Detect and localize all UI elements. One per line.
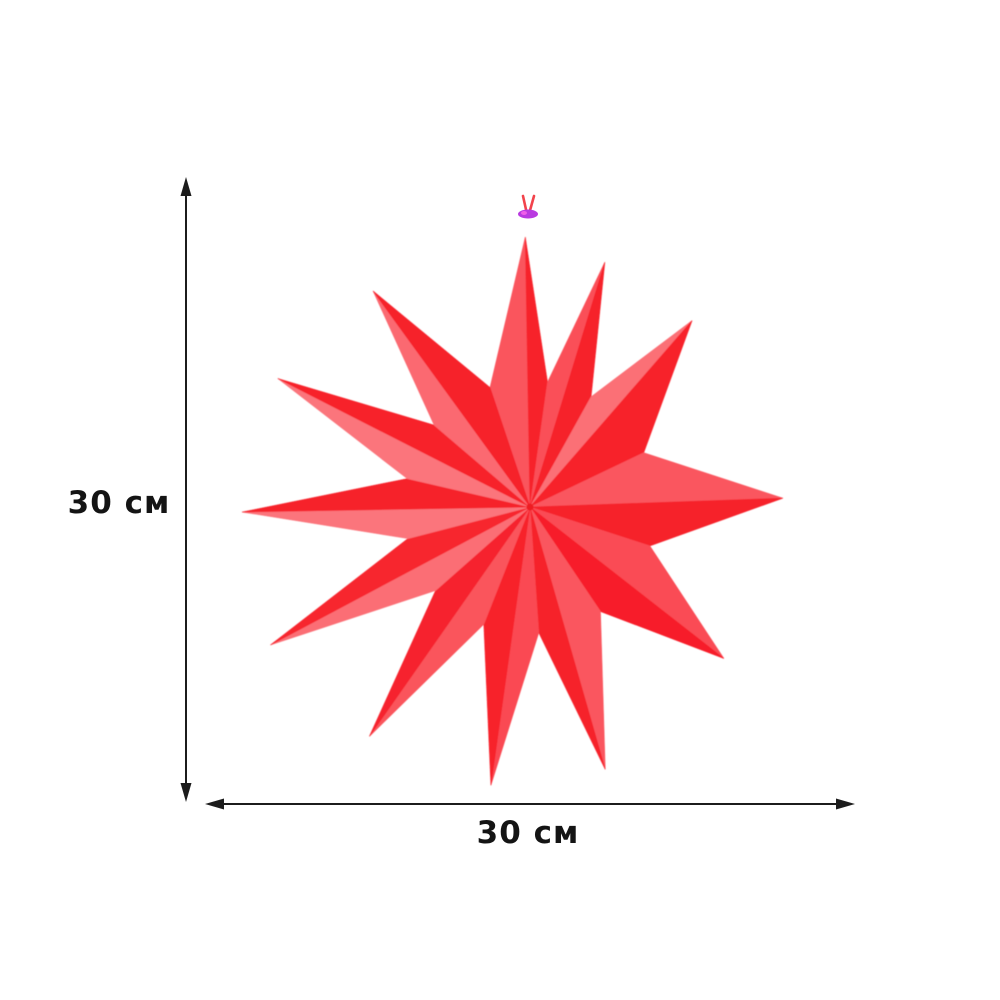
- dimension-arrows: [180, 177, 855, 810]
- star-center: [526, 503, 534, 511]
- arrow-up-icon: [180, 177, 192, 196]
- string-knot: [518, 209, 538, 219]
- string-knot-highlight: [521, 211, 527, 215]
- star-point-dark-half: [372, 290, 531, 508]
- paper-star: [241, 236, 783, 786]
- arrow-right-icon: [836, 798, 855, 810]
- width-dimension-label: 30 см: [476, 815, 580, 851]
- arrow-left-icon: [205, 798, 224, 810]
- height-dimension-label: 30 см: [67, 485, 171, 521]
- hanging-string: [518, 194, 538, 506]
- arrow-down-icon: [180, 783, 192, 802]
